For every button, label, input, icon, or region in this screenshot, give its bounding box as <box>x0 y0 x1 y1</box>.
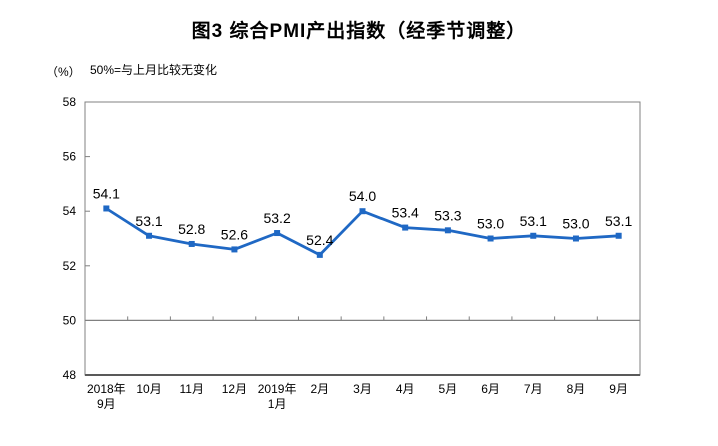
data-point-marker <box>572 235 579 242</box>
data-point-label: 52.6 <box>221 226 248 242</box>
data-point-marker <box>146 232 153 239</box>
x-tick-label: 11月 <box>179 382 203 396</box>
data-point-marker <box>231 246 238 253</box>
data-point-label: 52.4 <box>306 232 333 248</box>
data-point-label: 53.4 <box>392 205 419 221</box>
data-point-marker <box>402 224 409 231</box>
x-tick-label: 1月 <box>268 397 287 411</box>
data-point-marker <box>188 240 195 247</box>
x-tick-label: 9月 <box>97 397 116 411</box>
data-point-label: 53.2 <box>263 210 290 226</box>
x-tick-label: 2018年 <box>87 382 126 396</box>
x-tick-label: 5月 <box>439 382 458 396</box>
y-tick-label: 52 <box>63 259 77 273</box>
x-tick-label: 10月 <box>136 382 161 396</box>
data-point-marker <box>359 208 366 215</box>
data-point-marker <box>615 232 622 239</box>
data-point-label: 53.1 <box>135 213 162 229</box>
data-point-label: 53.0 <box>562 216 589 232</box>
data-point-label: 53.1 <box>605 213 632 229</box>
y-tick-label: 50 <box>63 313 77 327</box>
x-tick-label: 12月 <box>222 382 247 396</box>
data-point-marker <box>103 205 110 212</box>
y-tick-label: 48 <box>63 368 77 382</box>
data-point-marker <box>316 251 323 258</box>
x-tick-label: 2019年 <box>258 382 297 396</box>
reference-note-label: 50%=与上月比较无变化 <box>90 63 218 77</box>
data-point-label: 53.0 <box>477 216 504 232</box>
data-point-label: 54.1 <box>93 185 120 201</box>
chart-title: 图3 综合PMI产出指数（经季节调整） <box>191 21 527 42</box>
x-tick-label: 9月 <box>609 382 628 396</box>
data-point-marker <box>274 230 281 237</box>
x-tick-label: 7月 <box>524 382 543 396</box>
x-tick-label: 2月 <box>310 382 329 396</box>
data-point-label: 52.8 <box>178 221 205 237</box>
y-tick-label: 54 <box>63 204 77 218</box>
y-axis-unit-label: （%） <box>46 65 81 79</box>
data-point-marker <box>444 227 451 234</box>
x-tick-label: 8月 <box>567 382 586 396</box>
x-tick-label: 6月 <box>481 382 500 396</box>
data-point-label: 53.1 <box>520 213 547 229</box>
x-tick-label: 4月 <box>396 382 415 396</box>
data-point-marker <box>530 232 537 239</box>
data-point-label: 53.3 <box>434 207 461 223</box>
data-point-label: 54.0 <box>349 188 376 204</box>
x-tick-label: 3月 <box>353 382 372 396</box>
y-tick-label: 58 <box>63 95 77 109</box>
y-tick-label: 56 <box>63 150 77 164</box>
data-point-marker <box>487 235 494 242</box>
